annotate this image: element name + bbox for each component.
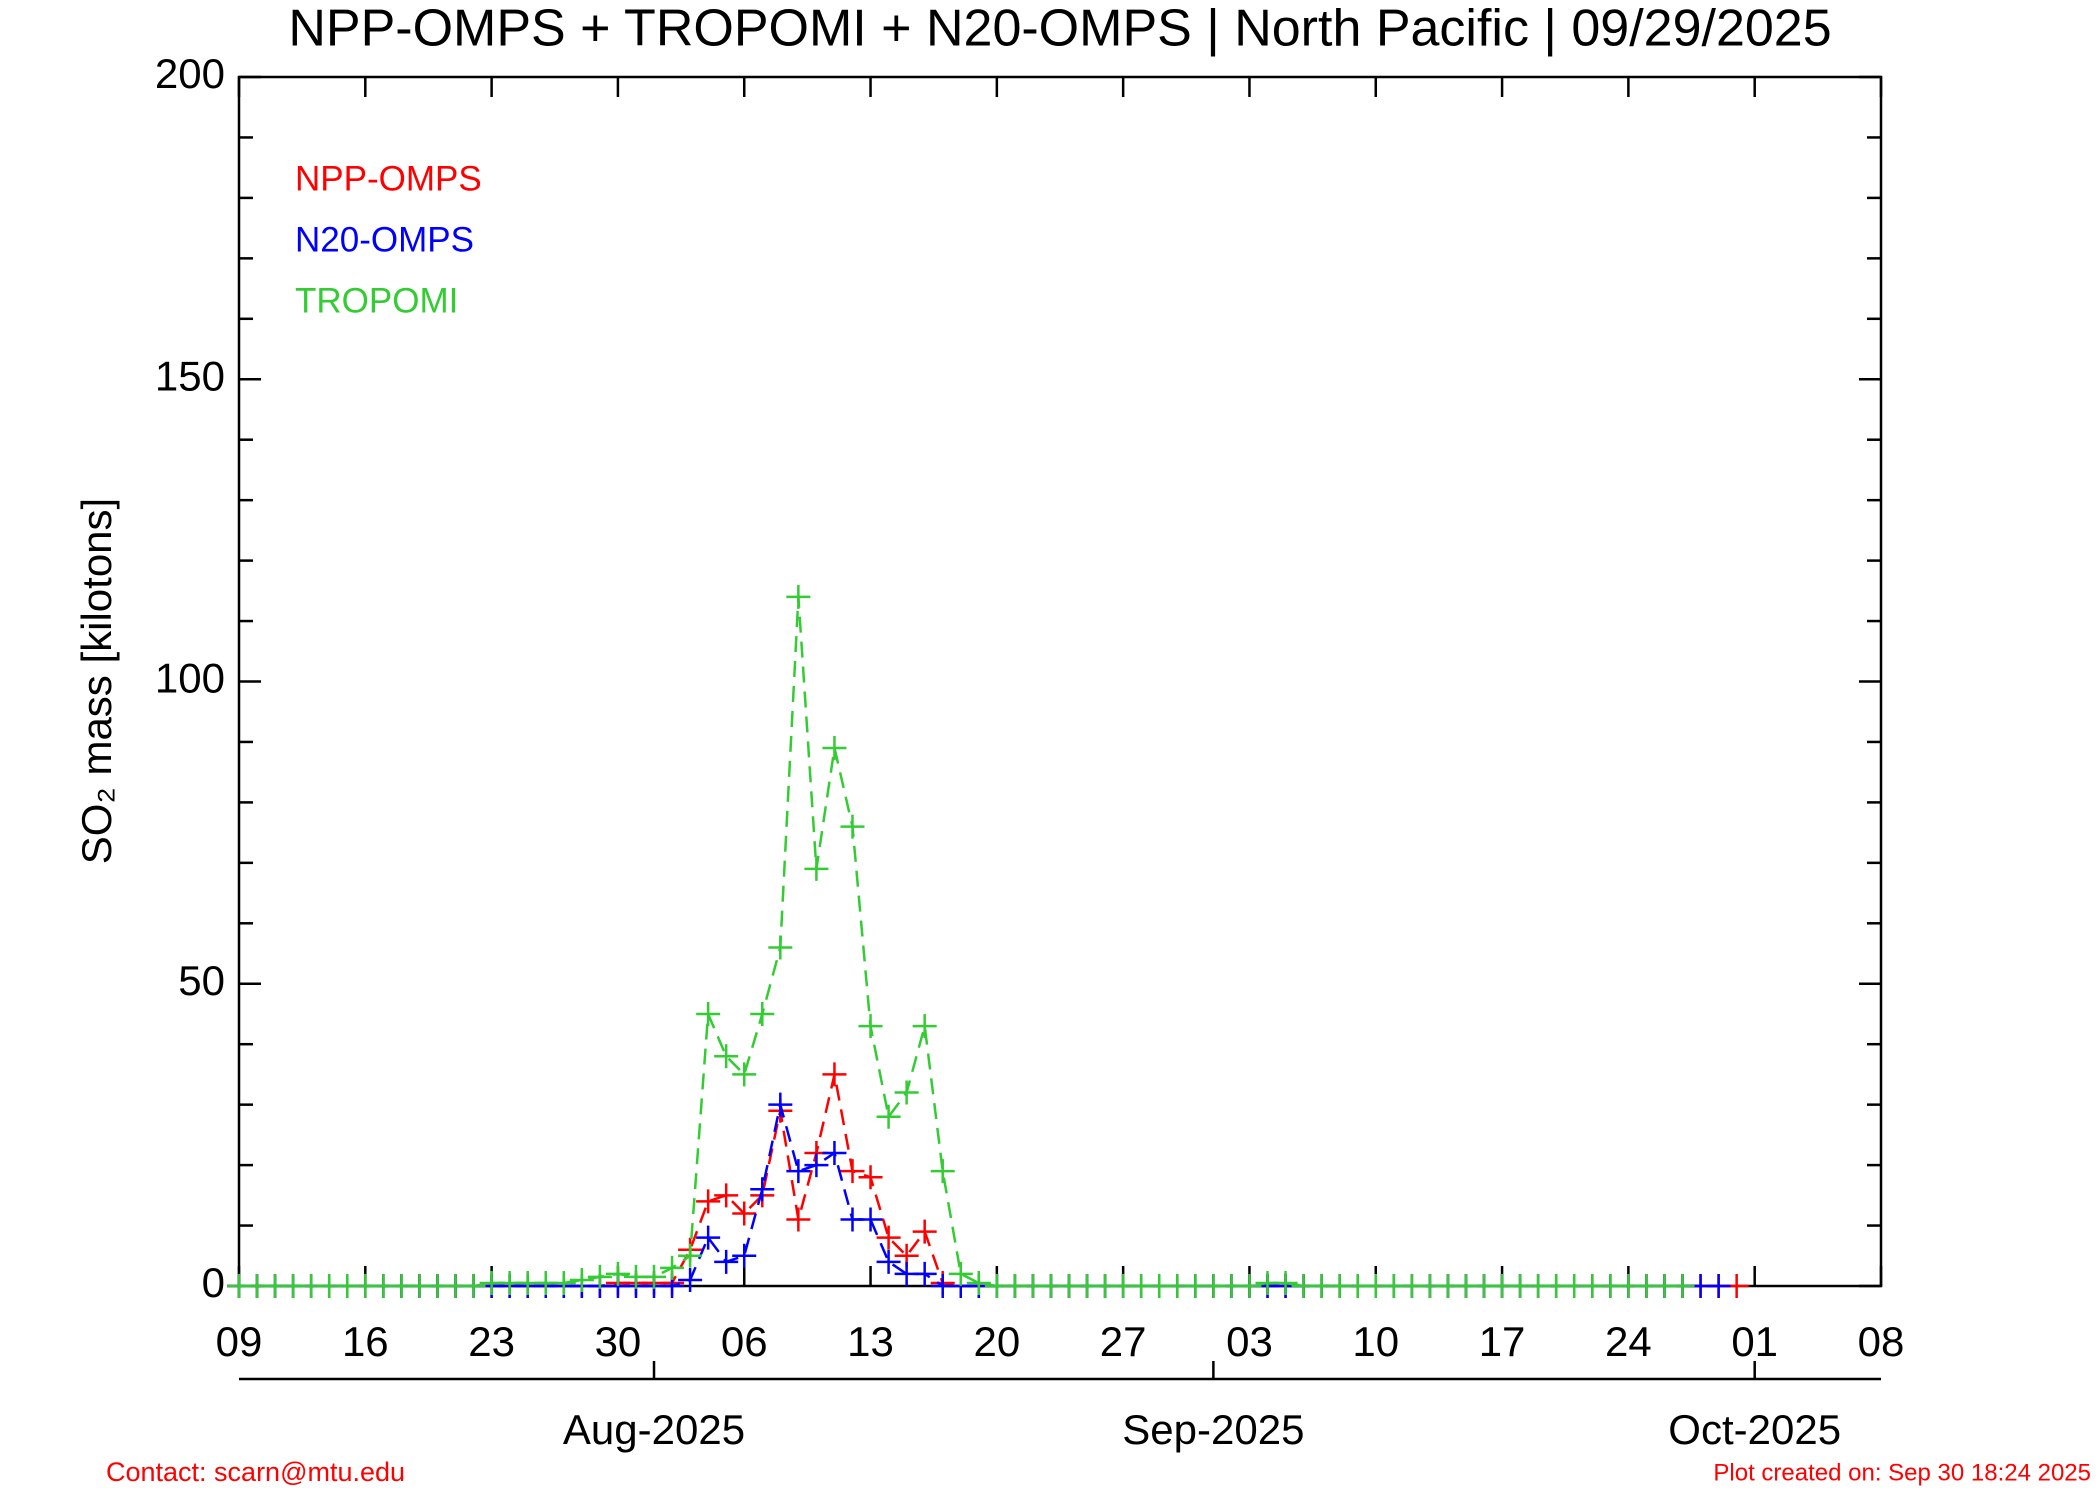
data-point: [732, 1201, 757, 1226]
data-point: [858, 1207, 883, 1232]
data-point: [714, 1249, 739, 1274]
data-point: [822, 1062, 847, 1087]
data-point: [912, 1261, 937, 1286]
legend-entry: TROPOMI: [295, 281, 458, 320]
footer-created: Plot created on: Sep 30 18:24 2025: [1713, 1459, 2091, 1486]
data-point: [966, 1270, 991, 1295]
x-tick-label: 03: [1226, 1318, 1273, 1365]
series-line: [239, 596, 1683, 1288]
data-point: [660, 1255, 685, 1280]
data-point: [678, 1267, 703, 1292]
y-tick-label: 150: [155, 352, 225, 399]
chart-title: NPP-OMPS + TROPOMI + N20-OMPS | North Pa…: [288, 0, 1831, 58]
data-point: [876, 1225, 901, 1250]
legend-entry: N20-OMPS: [295, 220, 474, 259]
data-point: [930, 1159, 955, 1184]
y-tick-label: 50: [178, 957, 225, 1004]
data-point: [605, 1261, 630, 1286]
data-point: [804, 1153, 829, 1178]
x-tick-label: 10: [1352, 1318, 1399, 1365]
data-point: [858, 1165, 883, 1190]
x-tick-label: 27: [1100, 1318, 1147, 1365]
month-label: Sep-2025: [1122, 1406, 1304, 1453]
data-point: [1237, 1274, 1262, 1298]
legend-entry: NPP-OMPS: [295, 159, 482, 198]
data-point: [768, 1092, 793, 1117]
data-point: [822, 1141, 847, 1166]
data-point: [732, 1062, 757, 1087]
footer-contact: Contact: scarn@mtu.edu: [106, 1457, 405, 1487]
data-point: [876, 1104, 901, 1129]
y-tick-label: 200: [155, 50, 225, 97]
data-point: [714, 1183, 739, 1208]
y-tick-label: 0: [202, 1259, 225, 1306]
data-point: [786, 1207, 811, 1232]
data-point: [1273, 1270, 1298, 1295]
data-point: [642, 1264, 667, 1289]
data-point: [696, 1225, 721, 1250]
x-tick-label: 16: [342, 1318, 389, 1365]
data-point: [804, 856, 829, 881]
x-tick-label: 30: [595, 1318, 642, 1365]
month-label: Aug-2025: [563, 1406, 745, 1453]
data-point: [696, 1189, 721, 1214]
x-tick-label: 17: [1479, 1318, 1526, 1365]
data-point: [696, 1001, 721, 1026]
data-point: [786, 584, 811, 609]
data-point: [840, 1159, 865, 1184]
x-tick-label: 20: [973, 1318, 1020, 1365]
data-point: [840, 814, 865, 839]
data-point: [750, 1001, 775, 1026]
data-point: [569, 1267, 594, 1292]
x-tick-label: 08: [1858, 1318, 1905, 1365]
y-tick-label: 100: [155, 655, 225, 702]
data-point: [678, 1243, 703, 1268]
series-line: [239, 1104, 1719, 1288]
data-point: [912, 1014, 937, 1039]
month-label: Oct-2025: [1668, 1406, 1841, 1453]
data-point: [587, 1264, 612, 1289]
y-axis-label: SO₂ mass [kilotons]: [73, 498, 120, 864]
x-tick-label: 01: [1731, 1318, 1778, 1365]
data-point: [1670, 1274, 1695, 1298]
data-point: [750, 1177, 775, 1202]
data-point: [732, 1243, 757, 1268]
data-point: [768, 935, 793, 960]
data-point: [786, 1159, 811, 1184]
data-point: [822, 735, 847, 760]
x-tick-label: 24: [1605, 1318, 1652, 1365]
plot-frame: [237, 75, 1883, 1288]
series-line: [239, 1074, 1737, 1288]
data-point: [858, 1014, 883, 1039]
data-point: [894, 1080, 919, 1105]
data-point: [714, 1044, 739, 1069]
data-point: [948, 1261, 973, 1286]
data-point: [551, 1270, 576, 1295]
data-point: [876, 1249, 901, 1274]
x-tick-label: 09: [216, 1318, 263, 1365]
data-point: [912, 1219, 937, 1244]
x-tick-label: 13: [847, 1318, 894, 1365]
x-tick-label: 06: [721, 1318, 768, 1365]
x-tick-label: 23: [468, 1318, 515, 1365]
data-point: [461, 1274, 486, 1298]
data-point: [1706, 1274, 1731, 1298]
